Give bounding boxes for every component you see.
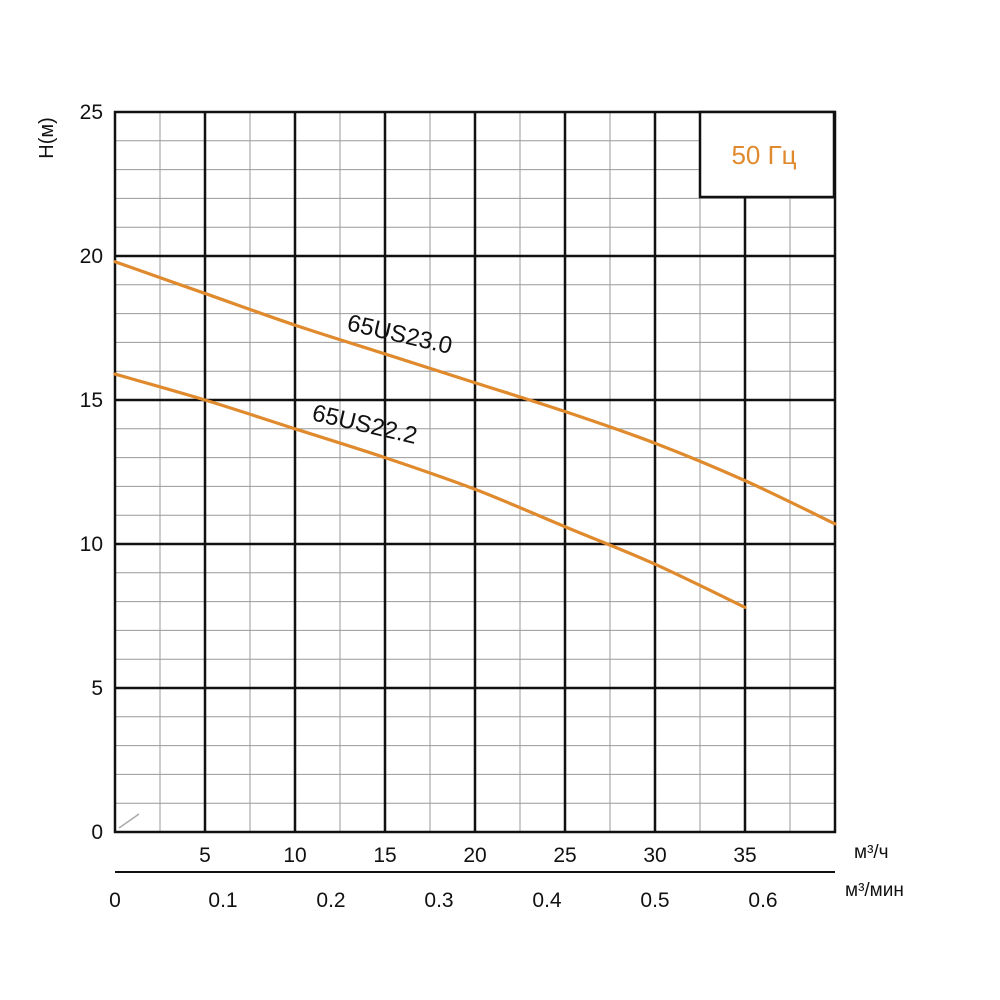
- x-tick-label: 35: [733, 844, 756, 867]
- series-line-65US22.2: [113, 372, 747, 609]
- frequency-label: 50 Гц: [731, 140, 796, 170]
- x2-tick-label: 0.3: [424, 889, 453, 912]
- x2-tick-label: 0.2: [316, 889, 345, 912]
- y-tick-label: 25: [80, 101, 103, 124]
- x2-tick-label: 0.1: [208, 889, 237, 912]
- tick-labels: 0 5 10 15 20 25 5 10 15 20 25 30 35 0 0.1 0.2 0.3 0.4 0.5 0…: [80, 101, 778, 912]
- plot-frame: [113, 110, 837, 834]
- y-axis-label: H(м): [36, 117, 58, 159]
- series-line-65US23.0: [113, 260, 837, 526]
- y-tick-label: 10: [80, 533, 103, 556]
- y-tick-label: 15: [80, 389, 103, 412]
- series-label-65US22.2: 65US22.2: [310, 400, 420, 450]
- x-tick-label: 25: [553, 844, 576, 867]
- y-tick-label: 5: [91, 677, 103, 700]
- series-label-65US23.0: 65US23.0: [345, 310, 455, 360]
- frequency-box: 50 Гц: [698, 110, 836, 199]
- x-tick-label: 5: [199, 844, 211, 867]
- origin-mark: [118, 813, 140, 829]
- frequency-box-frame: [698, 110, 836, 199]
- x-tick-label: 30: [643, 844, 666, 867]
- x2-tick-label: 0.4: [532, 889, 562, 912]
- y-tick-label: 20: [80, 245, 103, 268]
- x2-tick-label: 0.5: [640, 889, 669, 912]
- major-grid: [115, 112, 835, 832]
- x-axis-label-flow-hour: м³/ч: [854, 842, 889, 863]
- x2-tick-label: 0.6: [748, 889, 777, 912]
- x2-tick-label: 0: [109, 889, 121, 912]
- axes: [113, 110, 837, 873]
- x-axis-label-flow-minute: м³/мин: [845, 880, 904, 901]
- x-tick-label: 20: [463, 844, 486, 867]
- y-tick-label: 0: [91, 821, 103, 844]
- series-lines: [113, 260, 837, 609]
- x-tick-label: 15: [373, 844, 396, 867]
- x-tick-label: 10: [283, 844, 306, 867]
